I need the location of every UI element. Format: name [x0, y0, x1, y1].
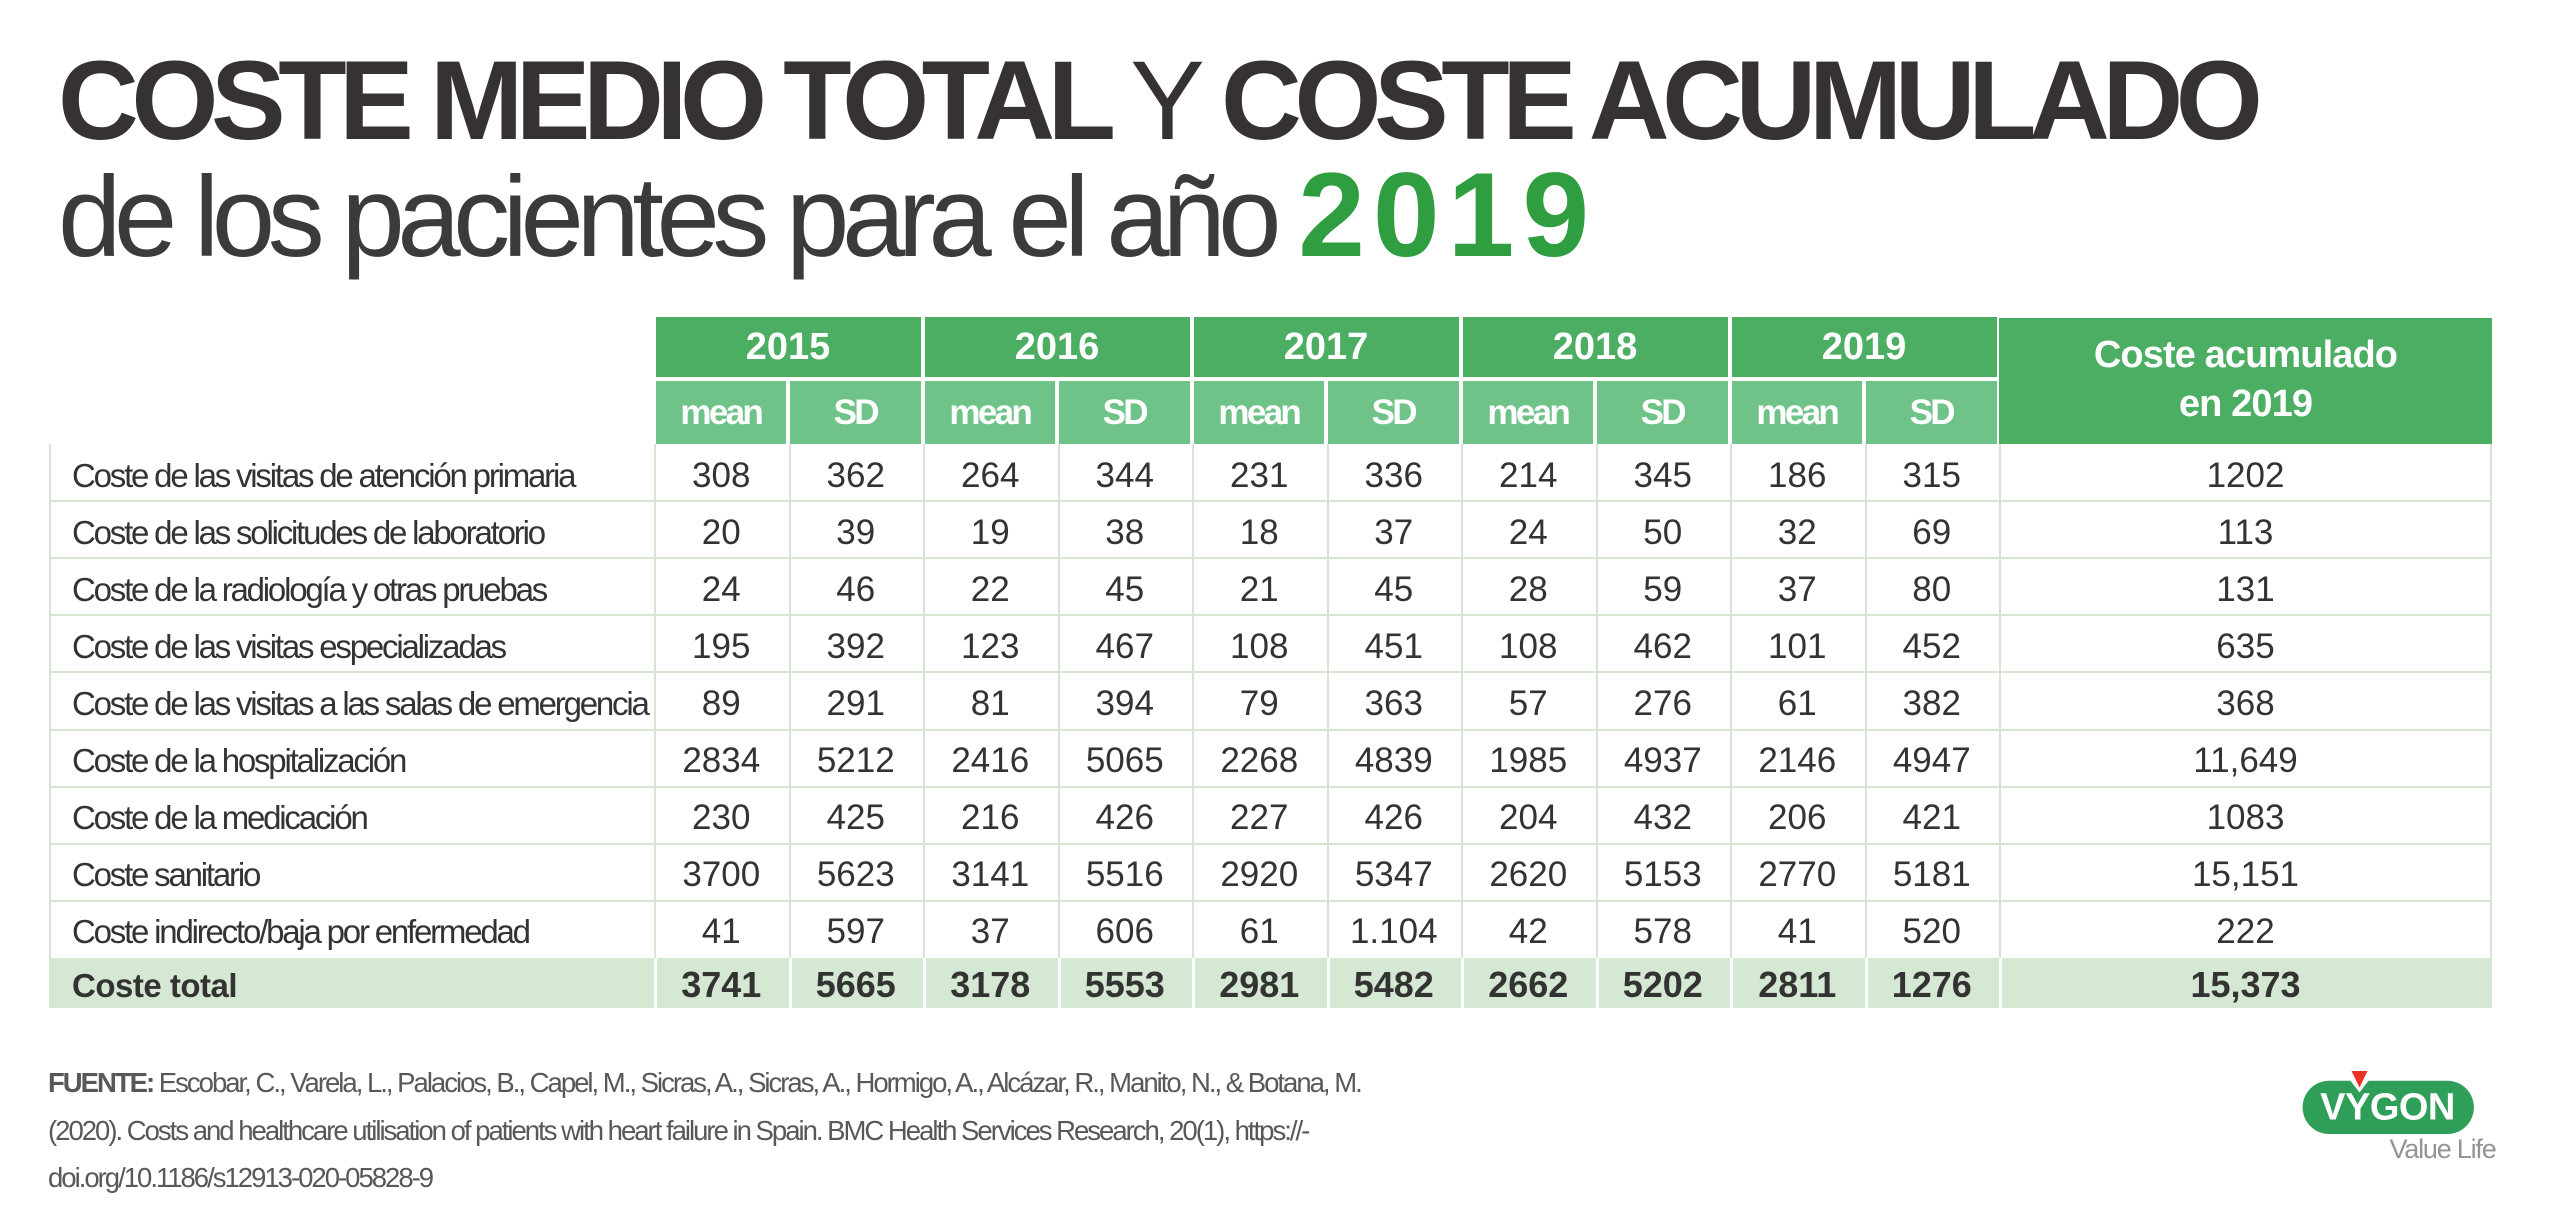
- svg-text:VYGON: VYGON: [2320, 1087, 2455, 1129]
- svg-text:Value Life: Value Life: [2389, 1134, 2495, 1164]
